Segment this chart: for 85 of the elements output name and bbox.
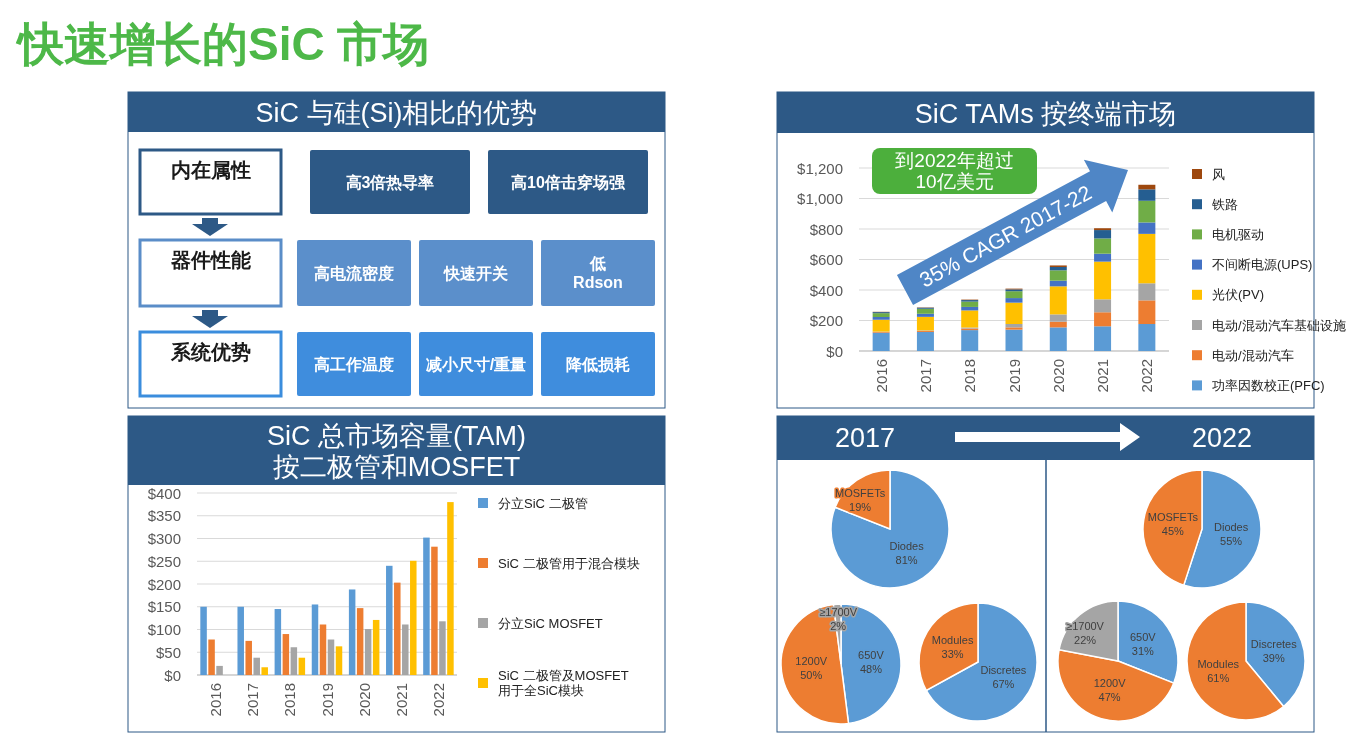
chart-title: SiC 总市场容量(TAM) 按二极管和MOSFET	[267, 420, 526, 483]
y-tick-label: $150	[147, 598, 181, 616]
y-tick-label: $250	[147, 552, 181, 570]
y-tick-label: $200	[809, 312, 843, 329]
legend-label: SiC 二极管用于混合模块	[498, 555, 640, 571]
text: 高3倍热导率	[345, 172, 435, 192]
data-label: 61%	[1207, 671, 1230, 684]
legend-label: 不间断电源(UPS)	[1212, 257, 1313, 273]
text: 减小尺寸/重量	[425, 355, 527, 373]
slice-label: Discretes	[980, 664, 1027, 677]
y-tick-label: $1,000	[797, 190, 843, 207]
data-label: 47%	[1098, 690, 1121, 703]
legend-label: 风	[1212, 166, 1225, 182]
slice-label: Diodes	[889, 540, 925, 553]
legend-label: 分立SiC 二极管	[498, 495, 588, 511]
x-tick-label: 2022	[429, 683, 447, 717]
data-label: 48%	[859, 663, 883, 676]
legend-label: 分立SiC MOSFET	[498, 615, 603, 631]
data-label: 50%	[800, 668, 823, 681]
y-tick-label: $1,200	[797, 159, 843, 177]
annotation: 到2022年超过 10亿美元	[895, 150, 1014, 192]
y-tick-label: $300	[147, 530, 181, 547]
data-label: 33%	[941, 647, 964, 660]
data-label: 81%	[895, 554, 918, 567]
slice-label: Diodes	[1214, 520, 1249, 533]
text: 低 Rdson	[573, 254, 623, 292]
y-tick-label: $400	[147, 484, 181, 502]
x-tick-label: 2018	[961, 359, 979, 393]
x-tick-label: 2019	[318, 683, 336, 717]
legend-label: 电动/混动汽车基础设施	[1212, 317, 1346, 333]
text: 降低损耗	[566, 355, 630, 373]
x-tick-label: 2018	[281, 683, 299, 717]
slice-label: 1200V	[795, 654, 828, 667]
legend-label: 铁路	[1211, 196, 1238, 212]
slice-label: 1200V	[1093, 676, 1127, 689]
x-tick-label: 2020	[355, 683, 373, 717]
y-tick-label: $100	[147, 621, 181, 638]
data-label: 67%	[992, 678, 1015, 691]
x-tick-label: 2016	[872, 359, 890, 393]
slice-label: 650V	[1129, 631, 1157, 644]
text: 快速增长的SiC 市场	[15, 18, 430, 70]
legend-label: SiC 二极管及MOSFET 用于全SiC模块	[498, 667, 629, 699]
data-label: 19%	[849, 500, 872, 513]
legend-label: 光伏(PV)	[1212, 287, 1264, 303]
slice-label: Modules	[931, 633, 974, 646]
x-tick-label: 2017	[916, 359, 934, 393]
text: 系统优势	[169, 341, 251, 363]
x-tick-label: 2019	[1005, 359, 1023, 393]
text: SiC 与硅(Si)相比的优势	[255, 98, 538, 128]
y-tick-label: $800	[809, 220, 843, 238]
data-label: 55%	[1220, 534, 1243, 547]
x-tick-label: 2021	[1094, 359, 1112, 393]
y-tick-label: $600	[809, 251, 843, 268]
data-label: 31%	[1131, 645, 1155, 658]
text: 内在属性	[170, 159, 251, 181]
data-label: 39%	[1262, 652, 1285, 665]
chart-title: 2022	[1191, 423, 1253, 453]
y-tick-label: $0	[164, 666, 181, 684]
data-label: 22%	[1074, 634, 1097, 647]
y-tick-label: $400	[809, 281, 843, 299]
y-tick-label: $50	[155, 643, 181, 661]
text: 高10倍击穿场强	[511, 172, 626, 191]
x-tick-label: 2017	[244, 683, 262, 717]
y-tick-label: $0	[826, 342, 843, 360]
legend-label: 功率因数校正(PFC)	[1212, 377, 1325, 393]
data-label: 45%	[1161, 525, 1185, 538]
x-tick-label: 2020	[1049, 359, 1067, 393]
text: 器件性能	[170, 249, 251, 271]
slice-label: 650V	[858, 649, 885, 662]
x-tick-label: 2021	[392, 683, 410, 717]
chart-title: SiC TAMs 按终端市场	[914, 98, 1177, 129]
slice-label: Modules	[1197, 657, 1240, 670]
legend-label: 电机驱动	[1212, 226, 1264, 242]
text: 快速开关	[443, 264, 508, 282]
slice-label: Discretes	[1250, 638, 1298, 651]
y-tick-label: $200	[147, 575, 181, 593]
y-tick-label: $350	[147, 507, 181, 525]
slice-label: MOSFETs	[1147, 511, 1199, 524]
legend-label: 电动/混动汽车	[1212, 347, 1294, 363]
chart-title: 2017	[834, 423, 896, 453]
text: 高电流密度	[314, 263, 394, 282]
data-label: 2%	[830, 620, 847, 633]
x-tick-label: 2016	[207, 683, 225, 717]
text: 高工作温度	[314, 354, 394, 373]
x-tick-label: 2022	[1138, 359, 1156, 393]
